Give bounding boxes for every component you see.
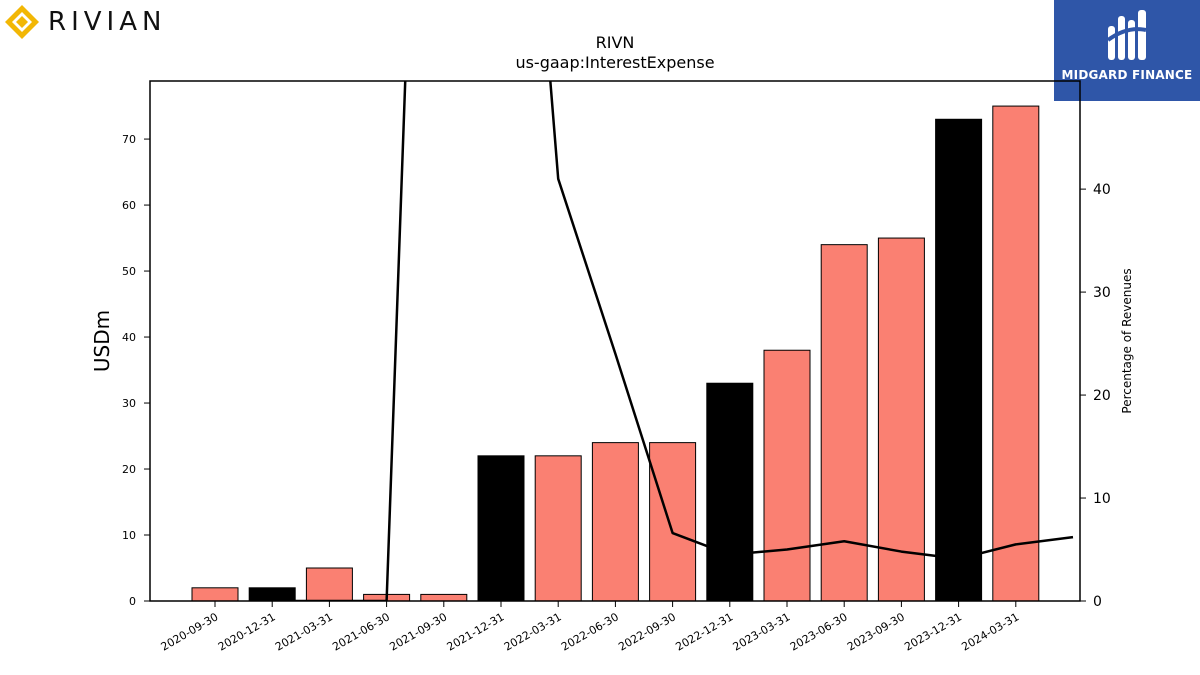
x-tick-label: 2022-06-30 <box>559 610 621 653</box>
y2-tick-label: 30 <box>1093 285 1111 301</box>
x-tick-label: 2023-06-30 <box>788 610 850 653</box>
x-tick-label: 2020-12-31 <box>216 610 278 653</box>
y-tick-label: 0 <box>129 595 136 608</box>
y2-tick-label: 0 <box>1093 594 1102 610</box>
x-tick-label: 2020-09-30 <box>159 610 221 653</box>
x-tick-label: 2022-12-31 <box>673 610 735 653</box>
bar-2023-12-31 <box>935 118 983 602</box>
x-tick-label: 2021-12-31 <box>445 610 507 653</box>
rivian-logo: RIVIAN <box>4 4 166 40</box>
x-tick-label: 2023-03-31 <box>731 610 793 653</box>
y-axis-label: USDm <box>90 310 114 372</box>
x-tick-label: 2022-09-30 <box>616 610 678 653</box>
y-tick-label: 60 <box>122 199 136 212</box>
y2-axis-ticks: 0 10 20 30 40 <box>1080 182 1111 610</box>
midgard-finance-logo: MIDGARD FINANCE <box>1054 0 1200 101</box>
bar-2020-12-31 <box>248 587 296 602</box>
bar-2022-06-30 <box>591 442 639 602</box>
percentage-of-revenues-line <box>272 81 1074 601</box>
y-tick-label: 30 <box>122 397 136 410</box>
bar-2024-03-31 <box>992 105 1040 602</box>
bar-2023-06-30 <box>820 244 868 602</box>
x-axis-ticks: 2020-09-302020-12-312021-03-312021-06-30… <box>159 601 1021 654</box>
x-tick-label: 2023-09-30 <box>845 610 907 653</box>
bar-2021-09-30 <box>420 593 468 602</box>
bar-2020-09-30 <box>191 587 239 602</box>
y-axis-ticks: 0 10 20 30 40 50 60 70 <box>122 133 150 608</box>
brand-right-name: MIDGARD FINANCE <box>1061 68 1193 82</box>
rivian-diamond-icon <box>5 5 39 39</box>
x-tick-label: 2023-12-31 <box>902 610 964 653</box>
y2-tick-label: 40 <box>1093 182 1111 198</box>
brand-left-name: RIVIAN <box>48 7 167 37</box>
bar-2021-03-31 <box>305 567 353 602</box>
y2-tick-label: 20 <box>1093 388 1111 404</box>
x-tick-label: 2021-06-30 <box>330 610 392 653</box>
x-tick-label: 2022-03-31 <box>502 610 564 653</box>
bar-series <box>191 105 1040 602</box>
y-tick-label: 20 <box>122 463 136 476</box>
chart-title: RIVN <box>596 33 635 52</box>
x-tick-label: 2021-03-31 <box>273 610 335 653</box>
y-tick-label: 10 <box>122 529 136 542</box>
y-tick-label: 40 <box>122 331 136 344</box>
y2-tick-label: 10 <box>1093 491 1111 507</box>
bar-2022-09-30 <box>649 442 697 602</box>
chart-subtitle: us-gaap:InterestExpense <box>515 53 714 72</box>
bar-2021-12-31 <box>477 455 525 602</box>
bar-2022-12-31 <box>706 382 754 602</box>
line-series-layer <box>272 81 1074 601</box>
midgard-emblem-icon <box>1106 10 1147 60</box>
bar-2023-09-30 <box>877 237 925 602</box>
bar-2022-03-31 <box>534 455 582 602</box>
bar-2023-03-31 <box>763 349 811 602</box>
y2-axis-label: Percentage of Revenues <box>1120 268 1134 413</box>
y-tick-label: 50 <box>122 265 136 278</box>
y-tick-label: 70 <box>122 133 136 146</box>
x-tick-label: 2024-03-31 <box>959 610 1021 653</box>
x-tick-label: 2021-09-30 <box>387 610 449 653</box>
